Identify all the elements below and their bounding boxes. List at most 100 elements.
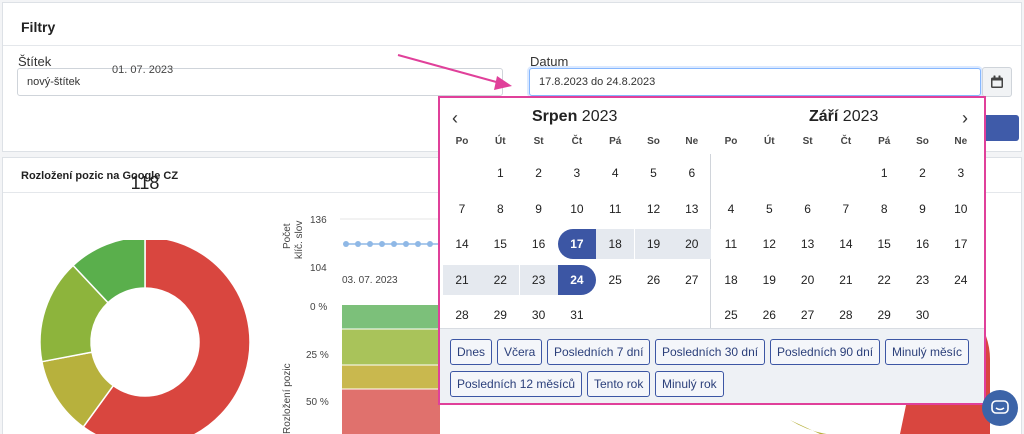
left-day-28[interactable]: 28 (455, 308, 469, 322)
quick-range-button-4[interactable]: Posledních 90 dní (770, 339, 881, 365)
left-day-14[interactable]: 14 (455, 237, 469, 251)
right-day-2[interactable]: 2 (919, 166, 926, 180)
right-month-title: Září 2023 (809, 108, 878, 126)
right-day-12[interactable]: 12 (762, 237, 776, 251)
left-day-17[interactable]: 17 (557, 229, 596, 259)
left-weekday-0: Po (455, 136, 469, 147)
right-day-26[interactable]: 26 (762, 308, 776, 322)
left-day-6[interactable]: 6 (688, 166, 696, 180)
right-day-19[interactable]: 19 (762, 272, 776, 287)
left-day-30[interactable]: 30 (531, 308, 546, 322)
left-day-21[interactable]: 21 (443, 264, 481, 295)
right-day-21[interactable]: 21 (839, 272, 853, 287)
left-day-16[interactable]: 16 (531, 237, 546, 251)
left-day-27[interactable]: 27 (685, 272, 699, 287)
left-weekday-6: Ne (685, 136, 699, 147)
left-day-20[interactable]: 20 (672, 229, 711, 259)
left-day-9[interactable]: 9 (535, 201, 542, 216)
right-day-6[interactable]: 6 (804, 201, 811, 216)
area-tick-25: 25 % (306, 350, 329, 361)
area-tick-50: 50 % (306, 397, 329, 408)
line-tick-top: 136 (310, 215, 327, 226)
filters-divider (3, 45, 1021, 46)
right-day-28[interactable]: 28 (839, 308, 853, 322)
date-range-input[interactable]: 17.8.2023 do 24.8.2023 (529, 68, 981, 96)
right-day-30[interactable]: 30 (915, 308, 930, 322)
quick-range-button-8[interactable]: Minulý rok (655, 371, 724, 397)
donut-slice-red (82, 240, 251, 434)
quick-range-button-6[interactable]: Posledních 12 měsíců (450, 371, 583, 397)
line-axis-label: Počet (282, 223, 293, 249)
left-day-11[interactable]: 11 (608, 201, 622, 216)
right-day-17[interactable]: 17 (954, 237, 968, 251)
right-day-18[interactable]: 18 (724, 272, 738, 287)
left-day-19[interactable]: 19 (634, 229, 673, 259)
right-day-3[interactable]: 3 (957, 166, 965, 180)
right-day-1[interactable]: 1 (880, 166, 888, 180)
right-day-29[interactable]: 29 (877, 308, 891, 322)
chat-button[interactable] (982, 390, 1018, 426)
donut-center-value: 118 (130, 173, 160, 193)
right-day-20[interactable]: 20 (800, 272, 815, 287)
left-day-5[interactable]: 5 (650, 166, 657, 180)
quick-range-bar: Dnes Včera Posledních 7 dní Posledních 30 d… (440, 328, 984, 403)
quick-range-button-2[interactable]: Posledních 7 dní (547, 339, 651, 365)
apply-button[interactable] (981, 115, 1019, 141)
left-day-18[interactable]: 18 (596, 229, 635, 259)
quick-range-button-0[interactable]: Dnes (450, 339, 493, 365)
next-month-button[interactable]: › (962, 108, 968, 128)
right-day-11[interactable]: 11 (724, 237, 738, 251)
line-area-chart: Počet klíč. slov 136 104 03. 07. 2023 Ro… (282, 215, 440, 434)
calendar-button[interactable] (982, 67, 1012, 97)
left-day-1[interactable]: 1 (496, 166, 504, 180)
donut-slice-green (72, 240, 146, 304)
right-day-25[interactable]: 25 (724, 308, 738, 322)
right-day-24[interactable]: 24 (954, 272, 968, 287)
right-day-16[interactable]: 16 (915, 237, 930, 251)
right-day-8[interactable]: 8 (880, 201, 888, 216)
quick-range-button-1[interactable]: Včera (497, 339, 543, 365)
left-day-26[interactable]: 26 (646, 272, 661, 287)
left-day-25[interactable]: 25 (608, 272, 622, 287)
right-day-5[interactable]: 5 (765, 201, 773, 216)
right-day-4[interactable]: 4 (727, 201, 735, 216)
right-day-15[interactable]: 15 (877, 237, 891, 251)
left-day-13[interactable]: 13 (685, 201, 699, 216)
tag-label: Štítek (18, 54, 52, 69)
left-day-23[interactable]: 23 (519, 264, 558, 295)
quick-range-button-3[interactable]: Posledních 30 dní (655, 339, 766, 365)
left-day-31[interactable]: 31 (570, 308, 584, 322)
left-day-4[interactable]: 4 (611, 166, 619, 180)
left-day-10[interactable]: 10 (570, 201, 584, 216)
left-day-29[interactable]: 29 (493, 308, 507, 322)
quick-range-button-7[interactable]: Tento rok (587, 371, 651, 397)
right-day-23[interactable]: 23 (915, 272, 930, 287)
right-day-13[interactable]: 13 (800, 237, 815, 251)
right-day-22[interactable]: 22 (877, 272, 891, 287)
right-day-9[interactable]: 9 (919, 201, 926, 216)
right-day-14[interactable]: 14 (839, 237, 853, 251)
area-tick-0: 0 % (310, 302, 327, 313)
right-day-7[interactable]: 7 (842, 201, 850, 216)
right-weekday-2: St (802, 136, 813, 147)
left-day-12[interactable]: 12 (646, 201, 661, 216)
right-day-10[interactable]: 10 (954, 201, 968, 216)
quick-range-button-5[interactable]: Minulý měsíc (885, 339, 970, 365)
line-points (343, 241, 433, 247)
left-day-22[interactable]: 22 (481, 264, 520, 295)
right-day-27[interactable]: 27 (800, 308, 815, 322)
tag-input[interactable]: nový-štítek (17, 68, 503, 96)
line-x-label: 03. 07. 2023 (342, 275, 398, 286)
left-weekday-4: Pá (609, 136, 622, 147)
left-day-2[interactable]: 2 (535, 166, 542, 180)
chart-title: Rozložení pozic na Google CZ (21, 170, 179, 182)
left-day-7[interactable]: 7 (458, 201, 466, 216)
chat-icon (991, 400, 1009, 414)
left-day-24[interactable]: 24 (557, 264, 596, 295)
prev-month-button[interactable]: ‹ (452, 108, 458, 128)
left-day-15[interactable]: 15 (493, 237, 507, 251)
left-day-3[interactable]: 3 (573, 166, 581, 180)
left-day-8[interactable]: 8 (496, 201, 504, 216)
left-month-title: Srpen 2023 (532, 108, 617, 126)
